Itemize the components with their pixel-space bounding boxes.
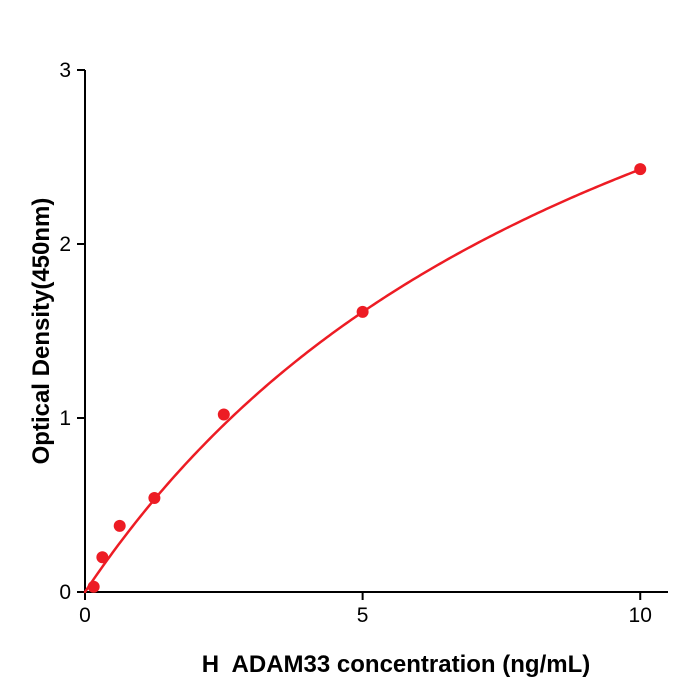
data-point bbox=[96, 551, 109, 564]
y-tick-label: 2 bbox=[59, 233, 71, 256]
y-tick-label: 0 bbox=[59, 581, 71, 604]
x-tick-label: 0 bbox=[79, 604, 91, 627]
fit-curve bbox=[83, 168, 642, 594]
data-point bbox=[148, 492, 161, 505]
data-point bbox=[356, 305, 369, 318]
data-point bbox=[113, 519, 126, 532]
x-tick-label: 10 bbox=[629, 604, 652, 627]
y-axis-title: Optical Density(450nm) bbox=[28, 197, 55, 465]
y-tick-label: 3 bbox=[59, 59, 71, 82]
data-point bbox=[217, 408, 230, 421]
data-point bbox=[87, 580, 100, 593]
y-tick-label: 1 bbox=[59, 407, 71, 430]
x-tick-label: 5 bbox=[357, 604, 369, 627]
data-point bbox=[634, 163, 647, 176]
x-axis-title: H ADAM33 concentration (ng/mL) bbox=[201, 651, 591, 678]
